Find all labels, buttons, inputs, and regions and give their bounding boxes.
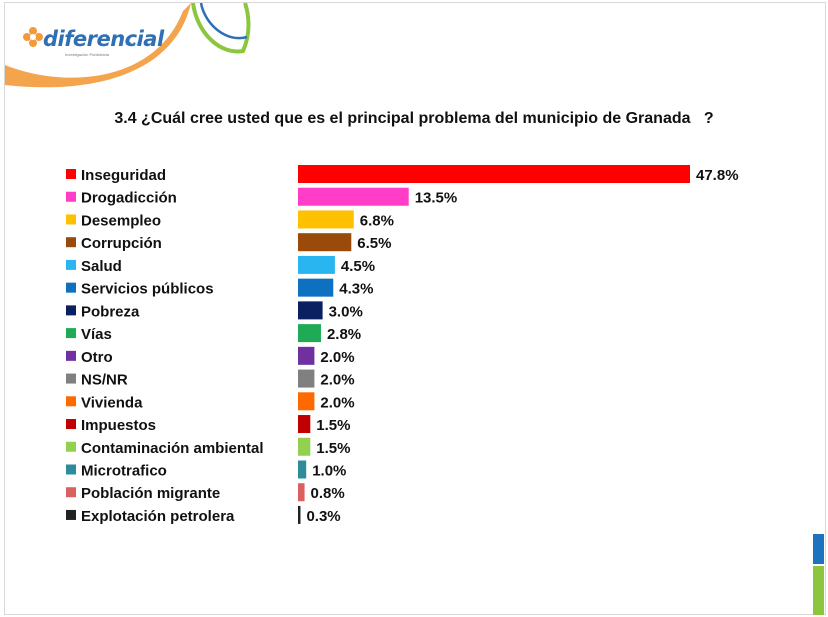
legend-swatch (66, 350, 76, 361)
legend-swatch (66, 396, 76, 407)
bar (298, 278, 334, 297)
legend-swatch (66, 328, 76, 339)
value-label: 1.5% (316, 417, 350, 434)
legend-label: Microtrafico (81, 462, 167, 479)
legend-swatch (66, 191, 76, 202)
legend-label: Vías (81, 326, 112, 343)
value-label: 1.5% (316, 440, 350, 457)
logo-flower-icon (23, 27, 43, 47)
chart-title: 3.4 ¿Cuál cree usted que es el principal… (114, 110, 714, 127)
legend-label: Vivienda (81, 394, 143, 411)
bar (298, 392, 315, 411)
bar (298, 483, 305, 502)
bar (298, 233, 352, 252)
legend-label: Explotación petrolera (81, 508, 235, 525)
value-label: 1.0% (312, 462, 346, 479)
legend-label: Impuestos (81, 417, 156, 434)
value-label: 2.0% (320, 394, 354, 411)
bar (298, 165, 690, 183)
value-label: 3.0% (329, 303, 363, 320)
value-label: 2.0% (320, 372, 354, 389)
corner-swoosh-decoration (5, 3, 251, 88)
logo-tagline: Investigación Publicitaria (65, 52, 110, 57)
legend-label: Drogadicción (81, 190, 177, 207)
legend-label: Población migrante (81, 485, 220, 502)
legend-label: Contaminación ambiental (81, 440, 264, 457)
logo-suffix: s.a.s (129, 41, 140, 47)
legend-swatch (66, 509, 76, 520)
legend-label: Inseguridad (81, 167, 166, 184)
slide: diferencial s.a.s Investigación Publicit… (4, 2, 826, 615)
legend-swatch (66, 487, 76, 498)
legend-swatch (66, 441, 76, 452)
value-label: 2.8% (327, 326, 361, 343)
legend-label: Servicios públicos (81, 281, 214, 298)
value-label: 47.8% (696, 167, 739, 184)
brand-logo: diferencial s.a.s Investigación Publicit… (21, 13, 164, 63)
legend-swatch (66, 305, 76, 316)
bar (298, 210, 354, 229)
value-label: 13.5% (415, 190, 458, 207)
legend-swatch (66, 259, 76, 270)
legend-swatch (66, 169, 76, 179)
value-label: 4.5% (341, 258, 375, 275)
blue-swoosh (199, 3, 248, 40)
logo-wordmark: diferencial (43, 27, 164, 51)
legend-label: Salud (81, 258, 122, 275)
bar (298, 437, 311, 456)
legend-label: Desempleo (81, 212, 161, 229)
orange-swoosh (5, 3, 191, 88)
green-accent-mark (813, 566, 824, 615)
value-label: 6.5% (357, 235, 391, 252)
legend-swatch (66, 373, 76, 384)
legend-swatch (66, 419, 76, 430)
bar (298, 324, 321, 343)
value-label: 0.8% (311, 485, 345, 502)
bar (298, 301, 323, 320)
bar (298, 460, 307, 479)
legend-swatch (66, 214, 76, 225)
bar (298, 255, 335, 274)
blue-accent-mark (813, 534, 824, 564)
value-label: 2.0% (320, 349, 354, 366)
value-label: 4.3% (339, 281, 373, 298)
value-label: 6.8% (360, 212, 394, 229)
legend-swatch (66, 237, 76, 248)
value-label: 0.3% (306, 508, 340, 525)
bar (298, 187, 409, 206)
bar (298, 346, 315, 365)
bar (298, 369, 315, 388)
legend-label: Pobreza (81, 303, 140, 320)
legend-swatch (66, 464, 76, 475)
legend-swatch (66, 282, 76, 293)
green-swoosh (191, 3, 251, 54)
legend-label: Otro (81, 349, 113, 366)
bar (298, 415, 311, 434)
legend-label: NS/NR (81, 372, 128, 389)
legend-label: Corrupción (81, 235, 162, 252)
bar (298, 505, 301, 524)
